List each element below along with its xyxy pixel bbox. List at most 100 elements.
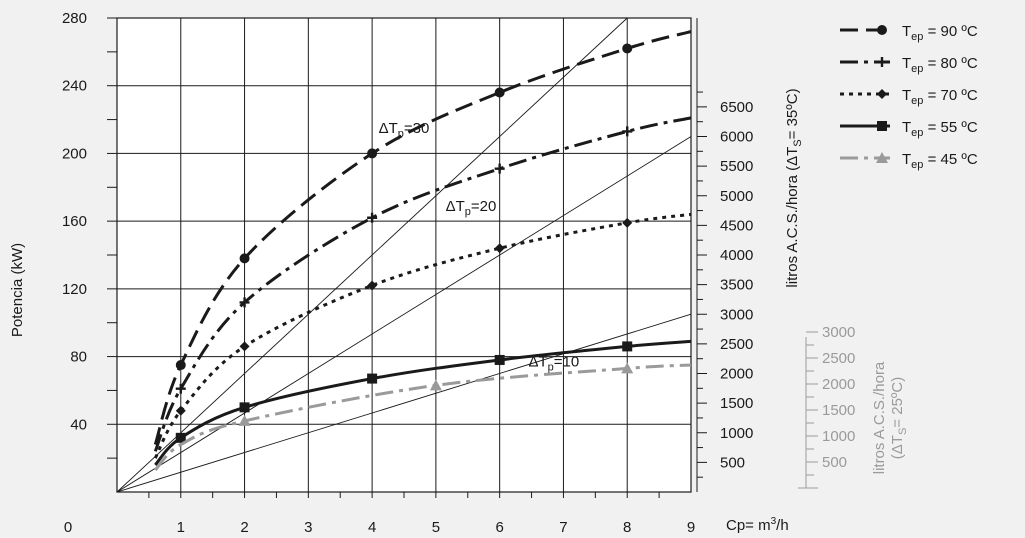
right-axis-tick-label: 5000	[720, 188, 753, 205]
x-tick-label: 4	[368, 519, 376, 536]
data-point	[175, 405, 186, 416]
right-axis-2-tick-label: 1500	[822, 402, 855, 419]
right-axis-tick-label: 4000	[720, 247, 753, 264]
y-tick-label: 40	[70, 416, 87, 433]
x-tick-label: 9	[687, 519, 695, 536]
y-tick-label: 280	[62, 10, 87, 27]
right-axis-tick-label: 4500	[720, 217, 753, 234]
legend-label: Tep = 90 ºC	[902, 23, 978, 43]
delta-t-line	[116, 136, 692, 493]
right-axis-tick-label: 3500	[720, 277, 753, 294]
y-tick-label: 120	[62, 281, 87, 298]
right-axis-2-tick-label: 2000	[822, 376, 855, 393]
data-point	[175, 383, 186, 394]
data-point	[239, 341, 250, 352]
y-tick-label: 80	[70, 349, 87, 366]
right-axis-2-tick-label: 1000	[822, 428, 855, 445]
data-point	[494, 163, 505, 174]
origin-label: 0	[64, 519, 72, 536]
legend: Tep = 90 ºC Tep = 80 ºC Tep = 70 ºC Tep = 5…	[840, 23, 978, 171]
x-axis-unit: Cp= m3/h	[726, 516, 789, 534]
right-axis-tick-label: 5500	[720, 158, 753, 175]
right-axis-tick-label: 2000	[720, 366, 753, 383]
y-tick-label: 240	[62, 78, 87, 95]
data-point	[494, 243, 505, 254]
delta-t-line	[116, 17, 628, 493]
series-line	[153, 116, 692, 452]
x-tick-label: 8	[623, 519, 631, 536]
right-axis-title: litros A.C.S./hora (ΔTS= 35ºC)	[784, 88, 804, 287]
data-point	[239, 402, 250, 413]
legend-item: Tep = 90 ºC	[840, 23, 978, 43]
legend-item: Tep = 70 ºC	[840, 87, 978, 107]
data-point	[876, 152, 888, 163]
data-point	[239, 253, 250, 264]
data-point	[367, 280, 378, 291]
right-axis-2-tick-label: 3000	[822, 324, 855, 341]
data-point	[238, 414, 251, 426]
right-axis-tick-label: 1000	[720, 425, 753, 442]
data-point	[622, 341, 633, 352]
right-axis-tick-label: 2500	[720, 336, 753, 353]
data-point	[175, 432, 186, 443]
data-point	[877, 25, 887, 35]
right-axis-tick-label: 3000	[720, 306, 753, 323]
legend-label: Tep = 45 ºC	[902, 151, 978, 171]
data-point	[494, 354, 505, 365]
x-tick-label: 3	[304, 519, 312, 536]
data-point	[429, 379, 442, 391]
series-4	[154, 362, 692, 472]
data-point	[621, 362, 634, 374]
data-point	[367, 373, 378, 384]
data-point	[367, 212, 378, 223]
data-point	[367, 148, 378, 159]
data-point	[877, 89, 887, 99]
x-tick-label: 5	[432, 519, 440, 536]
data-point	[877, 121, 887, 131]
legend-label: Tep = 70 ºC	[902, 87, 978, 107]
data-point	[622, 126, 633, 137]
right-axis-tick-label: 6500	[720, 99, 753, 116]
series-line	[153, 212, 692, 459]
delta-t-label: ΔTp=30	[379, 120, 430, 140]
legend-item: Tep = 80 ºC	[840, 55, 978, 75]
legend-label: Tep = 80 ºC	[902, 55, 978, 75]
x-tick-label: 6	[495, 519, 503, 536]
grid	[117, 18, 691, 492]
right-axis-tick-label: 6000	[720, 129, 753, 146]
plot-background	[117, 18, 691, 492]
y-tick-label: 200	[62, 145, 87, 162]
right-axis-tick-label: 1500	[720, 395, 753, 412]
legend-label: Tep = 55 ºC	[902, 119, 978, 139]
series-2	[153, 212, 692, 459]
right-axis-2-title-line2: (ΔTS= 25ºC)	[889, 377, 909, 459]
x-tick-label: 7	[559, 519, 567, 536]
right-axis-2-title-line1: litros A.C.S./hora	[871, 361, 888, 474]
plot-frame	[107, 17, 818, 498]
legend-item: Tep = 55 ºC	[840, 119, 978, 139]
x-tick-label: 1	[177, 519, 185, 536]
data-point	[239, 297, 250, 308]
series-3	[154, 339, 692, 466]
data-point	[622, 217, 633, 228]
data-point	[622, 43, 633, 54]
y-axis-title: Potencia (kW)	[9, 243, 26, 337]
data-point	[877, 57, 887, 67]
data-point	[494, 87, 505, 98]
data-point	[175, 360, 186, 371]
series-1	[153, 116, 692, 452]
series-0	[153, 30, 692, 446]
right-axis-2-tick-label: 2500	[822, 350, 855, 367]
legend-item: Tep = 45 ºC	[840, 151, 978, 171]
axes: 1 2 3 4 5 6 7 8 9 40 80 120 160 200 240 280 500 1000 1500 2…	[62, 10, 855, 536]
plot-border	[116, 17, 692, 493]
delta-t-label: ΔTp=10	[528, 354, 579, 374]
delta-t-label: ΔTp=20	[446, 198, 497, 218]
series-line	[154, 339, 692, 466]
series-group	[153, 30, 692, 472]
x-tick-label: 2	[240, 519, 248, 536]
y-tick-label: 160	[62, 213, 87, 230]
delta-t-line	[116, 313, 692, 493]
right-axis-2-tick-label: 500	[822, 454, 847, 471]
